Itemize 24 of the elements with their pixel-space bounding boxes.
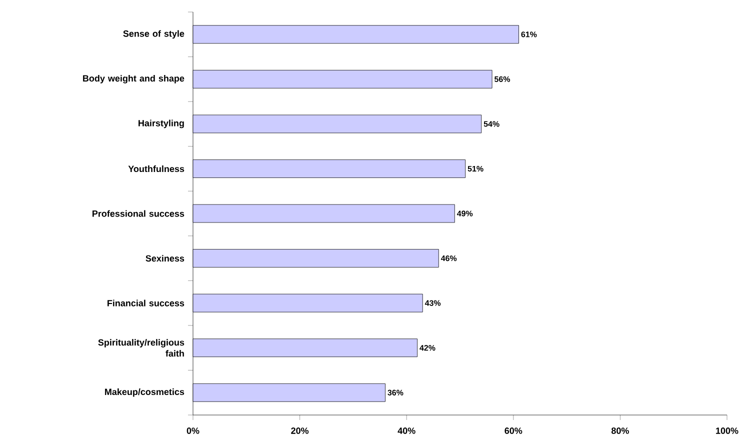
x-tick-label: 80%: [611, 428, 629, 434]
data-label: 36%: [388, 390, 404, 396]
y-tick-label: Youthfulness: [128, 165, 184, 172]
x-tick-label: 100%: [716, 428, 738, 434]
data-label: 51%: [468, 166, 484, 172]
data-label: 56%: [494, 76, 510, 82]
data-label: 42%: [420, 345, 436, 351]
data-label: 61%: [521, 32, 537, 38]
data-label: 43%: [424, 300, 441, 306]
y-tick-label: Makeup/cosmetics: [105, 388, 184, 397]
y-tick-label: Body weight and shape: [83, 74, 184, 84]
x-tick-label: 60%: [504, 428, 522, 434]
y-tick-label: Sense of style: [123, 30, 184, 39]
y-tick-label: Spirituality/religious faith: [98, 339, 184, 357]
data-label: 54%: [484, 121, 500, 127]
y-tick-label: Professional success: [92, 210, 184, 217]
y-tick-label: Hairstyling: [138, 120, 184, 128]
data-label: 49%: [456, 210, 473, 216]
y-tick-label: Sexiness: [146, 254, 184, 262]
x-tick-label: 0%: [186, 428, 200, 434]
x-tick-label: 20%: [291, 428, 309, 434]
x-tick-label: 40%: [398, 428, 416, 434]
data-label: 46%: [440, 255, 457, 262]
y-tick-label: Financial success: [108, 300, 184, 306]
